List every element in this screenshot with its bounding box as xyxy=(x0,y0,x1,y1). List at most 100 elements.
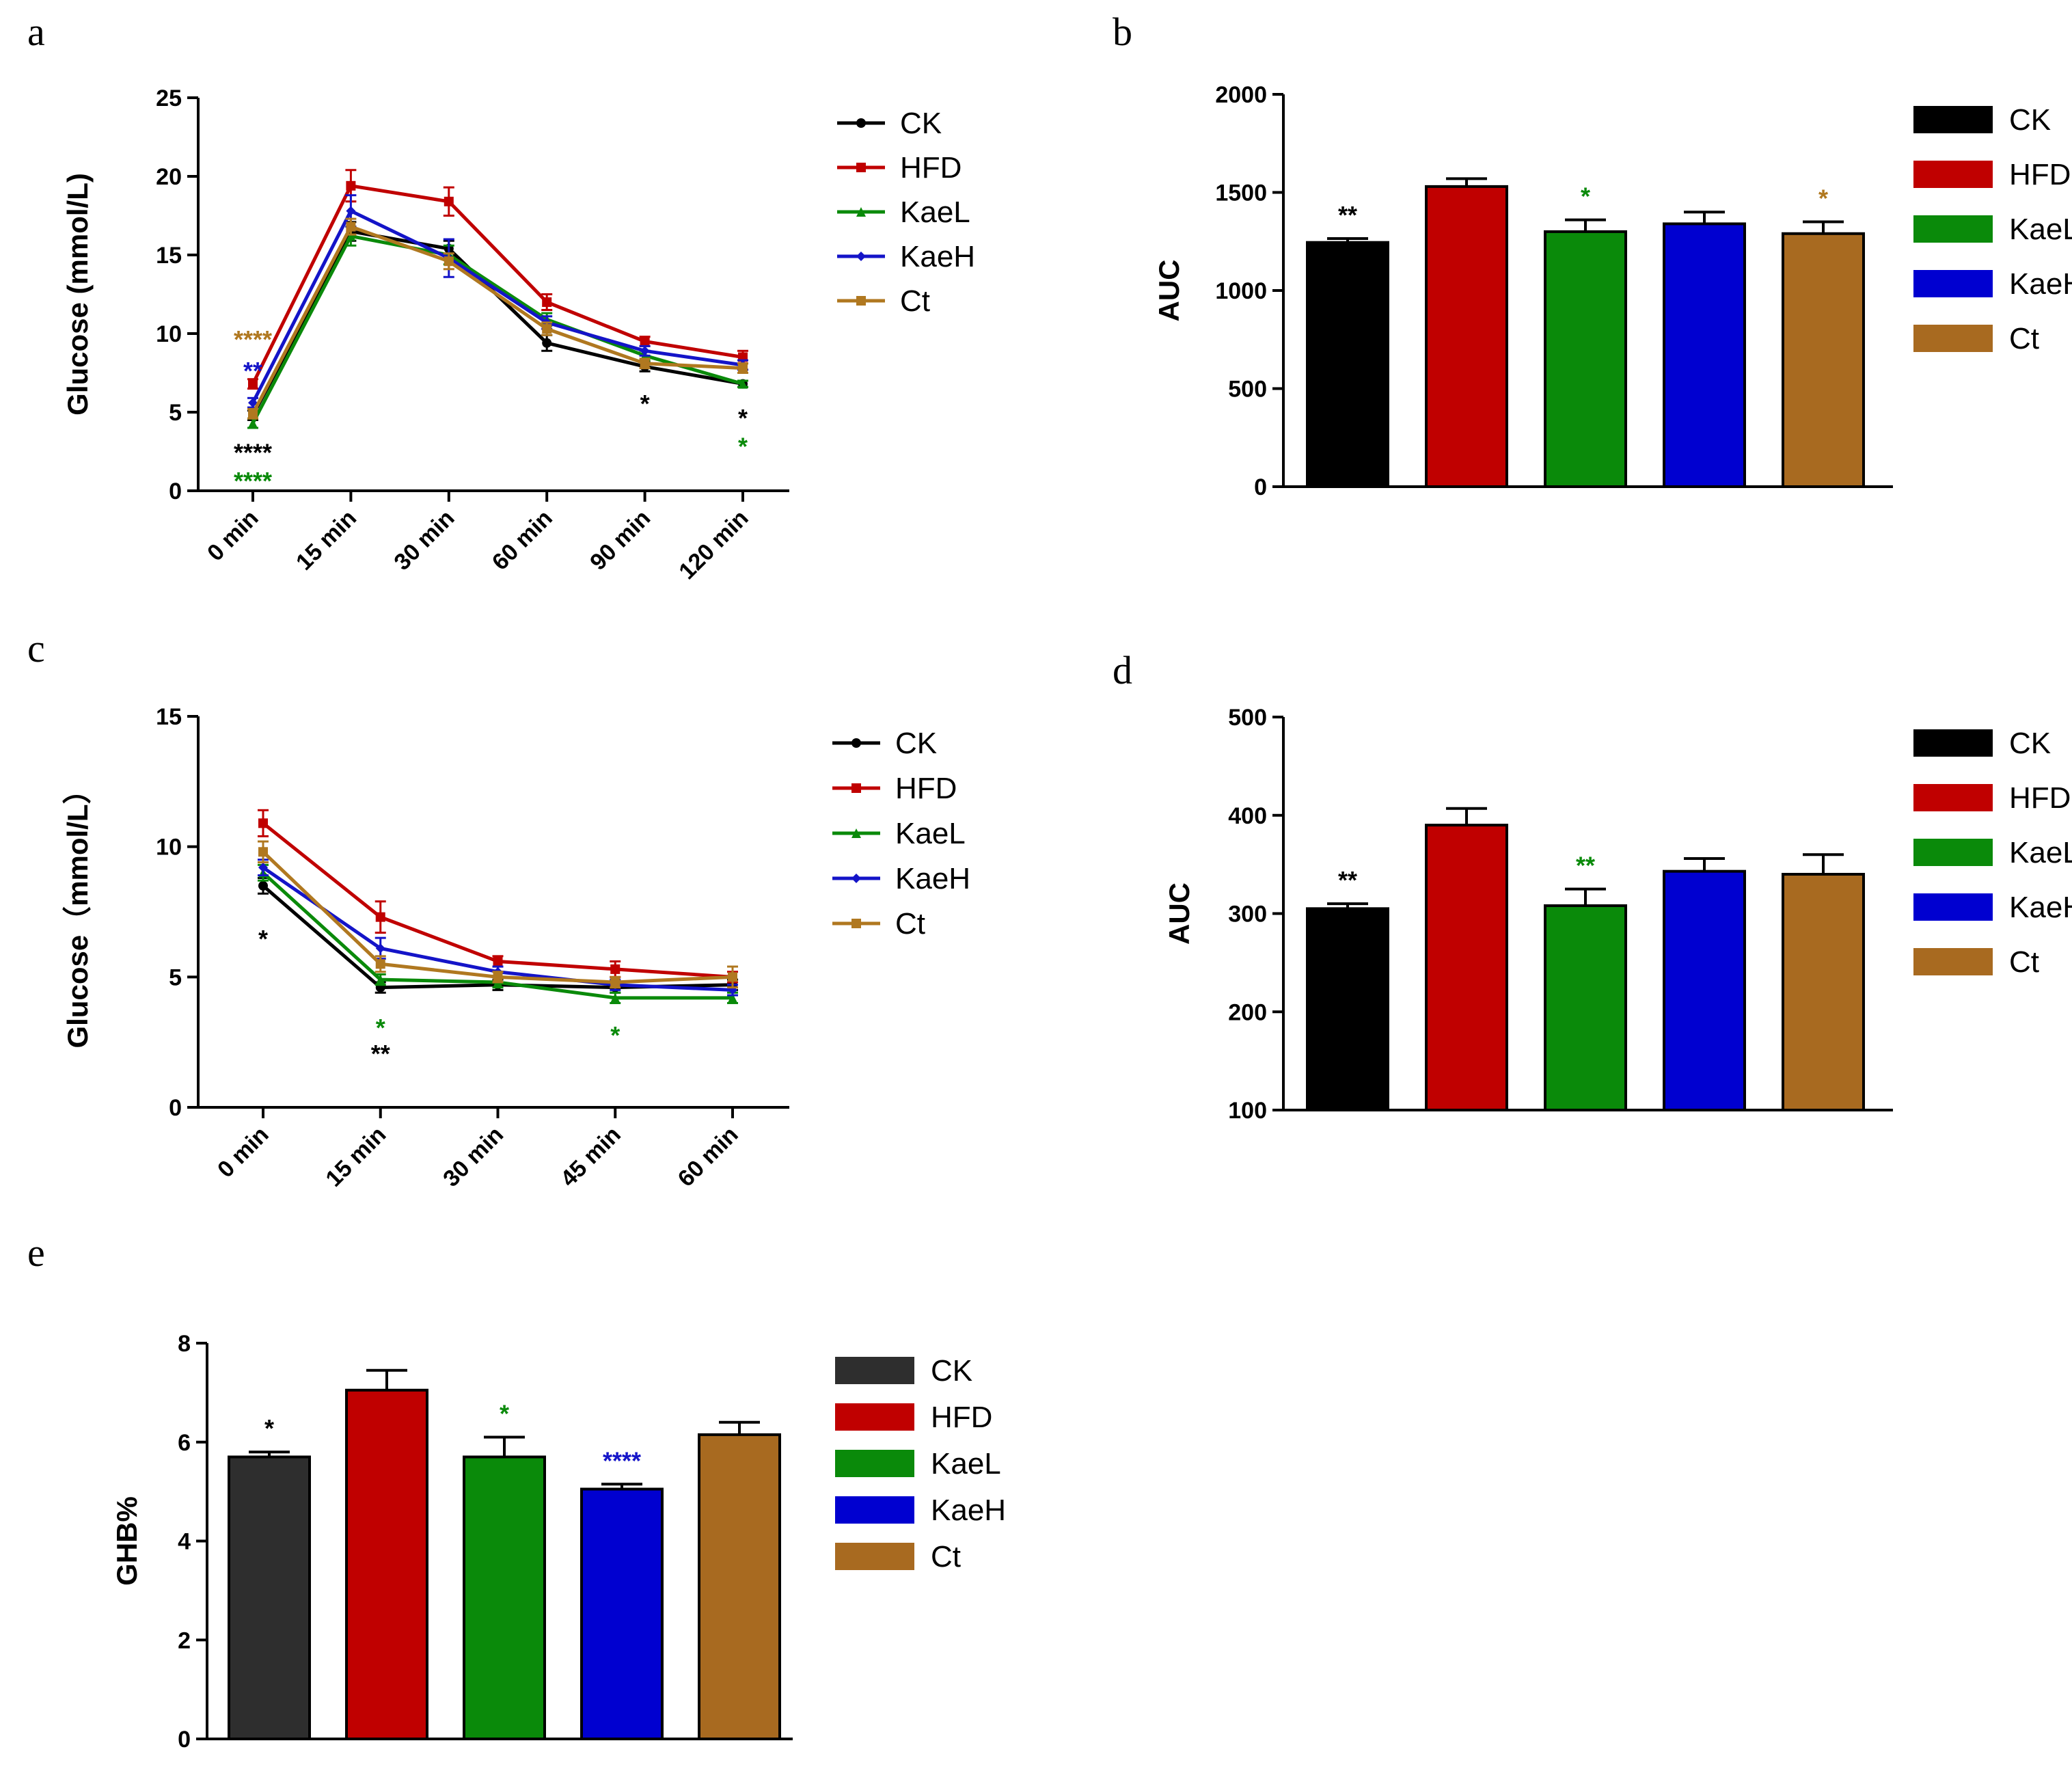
y-tick-label: 200 xyxy=(1228,999,1267,1025)
series-ct xyxy=(258,840,738,989)
data-point xyxy=(444,256,454,267)
y-tick-label: 1000 xyxy=(1215,278,1267,304)
legend-label-ct: Ct xyxy=(931,1540,961,1574)
y-axis-title: Glucose (mmol/L) xyxy=(62,173,94,416)
data-point xyxy=(738,379,748,389)
panel-c-line-chart: 0 5 10 15 Glucose（mmol/L） 0 min 15 min 30 min 45… xyxy=(62,704,970,1192)
legend-marker-ct xyxy=(856,296,866,306)
data-point xyxy=(610,964,621,974)
data-point xyxy=(640,358,650,368)
y-tick-label: 0 xyxy=(169,1095,182,1121)
legend-label-hfd: HFD xyxy=(2009,781,2071,815)
data-point xyxy=(248,409,258,419)
y-tick-label: 15 xyxy=(156,243,182,269)
data-point xyxy=(375,943,385,954)
legend-swatch-ck xyxy=(835,1357,914,1384)
data-point xyxy=(375,959,385,969)
series-line-ct xyxy=(251,225,744,415)
legend-swatch-ct xyxy=(835,1543,914,1570)
data-point xyxy=(248,398,258,408)
legend-marker-kael xyxy=(851,828,861,838)
legend-label-kaeh: KaeH xyxy=(2009,891,2072,924)
legend-marker-kaeh xyxy=(851,874,861,883)
series-line-kaeh xyxy=(251,209,744,404)
data-point xyxy=(248,418,258,429)
y-tick-label: 100 xyxy=(1228,1098,1267,1124)
data-point xyxy=(258,863,268,873)
series-kaeh xyxy=(247,194,748,409)
significance-mark: ** xyxy=(243,357,262,385)
bar-ck xyxy=(228,1455,311,1740)
legend-swatch-hfd xyxy=(1913,784,1993,811)
y-axis-title: AUC xyxy=(1153,260,1185,322)
data-point xyxy=(640,336,650,347)
y-tick-label: 2 xyxy=(178,1628,191,1653)
y-tick-label: 20 xyxy=(156,164,182,190)
x-tick-label: 15 min xyxy=(321,1122,391,1192)
y-tick-label: 0 xyxy=(1254,474,1267,500)
legend-swatch-ct xyxy=(1913,948,1993,975)
bar-ct xyxy=(1782,232,1865,488)
significance-mark: * xyxy=(258,925,268,953)
significance-mark: * xyxy=(1818,185,1828,213)
legend-marker-ck xyxy=(856,118,866,128)
bar-ct xyxy=(1782,873,1865,1111)
y-tick-label: 1500 xyxy=(1215,180,1267,206)
panel-label-e: e xyxy=(27,1230,45,1275)
panel-label-d: d xyxy=(1113,648,1132,692)
legend-marker-ct xyxy=(851,919,861,928)
data-point xyxy=(258,818,268,828)
legend-swatch-kael xyxy=(835,1450,914,1477)
y-tick-label: 5 xyxy=(169,400,182,426)
bar-kaeh xyxy=(580,1487,664,1741)
data-point xyxy=(258,880,268,891)
significance-mark: * xyxy=(610,1021,620,1049)
data-point xyxy=(542,324,552,334)
y-tick-label: 0 xyxy=(169,478,182,504)
bar-hfd xyxy=(345,1388,428,1740)
significance-mark: ** xyxy=(1576,852,1595,880)
y-tick-label: 10 xyxy=(156,321,182,347)
series-line-kael xyxy=(251,234,744,424)
bar-kaeh xyxy=(1663,869,1746,1111)
data-point xyxy=(493,956,503,967)
y-tick-label: 2000 xyxy=(1215,82,1267,108)
legend-label-ck: CK xyxy=(931,1354,972,1388)
significance-mark: * xyxy=(500,1400,509,1428)
significance-mark: ** xyxy=(1338,201,1357,229)
y-tick-label: 8 xyxy=(178,1331,191,1357)
y-axis-title: GHB% xyxy=(111,1496,143,1586)
legend-label-kaeh: KaeH xyxy=(931,1494,1006,1527)
series-hfd xyxy=(258,809,738,984)
data-point xyxy=(258,847,268,857)
significance-mark: * xyxy=(738,404,748,432)
legend-label-ck: CK xyxy=(900,107,942,140)
y-axis-title: AUC xyxy=(1163,882,1195,945)
y-tick-label: 500 xyxy=(1228,377,1267,403)
y-tick-label: 15 xyxy=(156,704,182,730)
bar-ct xyxy=(698,1433,781,1741)
y-tick-label: 10 xyxy=(156,835,182,861)
x-tick-label: 60 min xyxy=(673,1122,744,1192)
data-point xyxy=(493,972,503,982)
legend-swatch-ck xyxy=(1913,106,1993,133)
significance-mark: **** xyxy=(234,325,272,353)
legend-label-kaeh: KaeH xyxy=(2009,267,2072,301)
legend-label-kael: KaeL xyxy=(931,1447,1001,1481)
legend-marker-kael xyxy=(856,207,866,217)
y-tick-label: 25 xyxy=(156,85,182,111)
series-ct xyxy=(247,217,748,420)
x-tick-label: 60 min xyxy=(487,505,558,576)
x-tick-label: 0 min xyxy=(202,505,264,567)
significance-mark: * xyxy=(738,432,748,460)
significance-mark: * xyxy=(1581,183,1590,211)
x-tick-label: 120 min xyxy=(674,505,753,584)
data-point xyxy=(610,977,621,987)
bar-kael xyxy=(1544,230,1627,488)
bar-ck xyxy=(1306,241,1389,488)
panel-label-c: c xyxy=(27,626,45,671)
x-tick-label: 0 min xyxy=(213,1122,274,1183)
